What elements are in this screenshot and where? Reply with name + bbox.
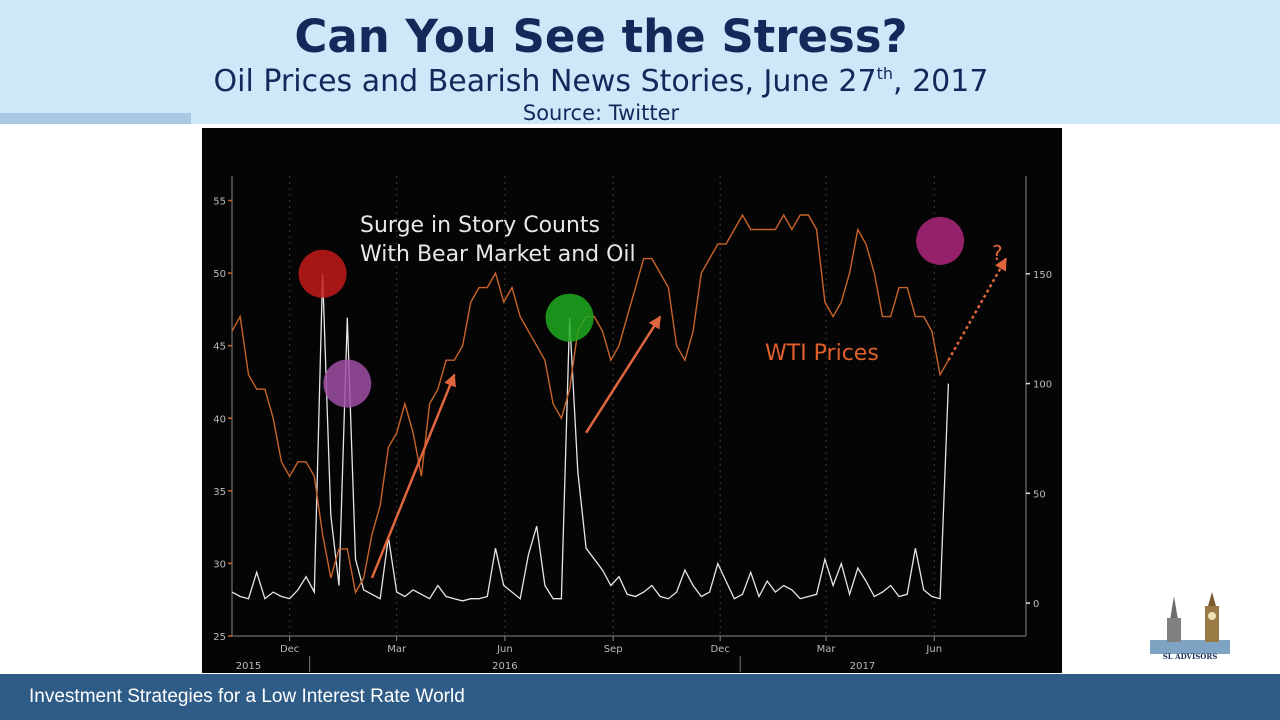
logo-water bbox=[1150, 640, 1230, 654]
axes: Dec Mar Jun Sep Dec Mar Jun 2015 2016 2017 25 30 35 4… bbox=[213, 176, 1052, 672]
trend-arrow bbox=[585, 315, 662, 434]
grid-lines bbox=[289, 176, 935, 636]
right-tick-label: 150 bbox=[1033, 270, 1052, 281]
x-tick-label: Jun bbox=[496, 644, 513, 655]
x-year-label: 2015 bbox=[236, 661, 261, 672]
page-title: Can You See the Stress? bbox=[294, 10, 908, 63]
purple-highlight-circle bbox=[323, 359, 372, 408]
left-tick-label: 55 bbox=[213, 197, 226, 208]
left-tick-label: 40 bbox=[213, 414, 226, 425]
x-tick-label: Jun bbox=[925, 644, 942, 655]
x-year-label: 2016 bbox=[492, 661, 517, 672]
x-year-label: 2017 bbox=[850, 661, 875, 672]
red-highlight-circle bbox=[298, 249, 347, 298]
right-tick-label: 100 bbox=[1033, 380, 1052, 391]
footer-bar: Investment Strategies for a Low Interest… bbox=[0, 674, 1280, 720]
left-tick-label: 50 bbox=[213, 269, 226, 280]
logo-tower-left bbox=[1167, 618, 1181, 642]
x-tick-label: Sep bbox=[604, 644, 623, 655]
subtitle-end: , 2017 bbox=[893, 64, 989, 99]
trend-arrow bbox=[370, 373, 456, 579]
dotted-trend-arrow bbox=[947, 257, 1008, 361]
annotation-wti-label: WTI Prices bbox=[765, 341, 879, 366]
header-band bbox=[0, 0, 1280, 124]
subtitle-superscript: th bbox=[876, 64, 894, 83]
left-tick-label: 30 bbox=[213, 559, 226, 570]
logo-text: SL ADVISORS bbox=[1162, 652, 1218, 661]
annotation-question-mark: ? bbox=[992, 241, 1003, 265]
right-tick-label: 0 bbox=[1033, 599, 1039, 610]
source-label: Source: Twitter bbox=[522, 101, 680, 125]
header-accent-bar bbox=[0, 113, 191, 124]
chart-svg: Dec Mar Jun Sep Dec Mar Jun 2015 2016 2017 25 30 35 4… bbox=[213, 176, 1052, 672]
logo-clock-face bbox=[1208, 612, 1216, 620]
footer-tagline: Investment Strategies for a Low Interest… bbox=[29, 686, 465, 707]
left-tick-label: 25 bbox=[213, 632, 226, 643]
logo-tower-left-spire bbox=[1170, 596, 1178, 620]
subtitle-main: Oil Prices and Bearish News Stories, Jun… bbox=[213, 64, 877, 99]
trend-arrows bbox=[370, 257, 1008, 579]
green-highlight-circle bbox=[545, 293, 594, 342]
highlight-circles bbox=[298, 216, 965, 408]
page-subtitle: Oil Prices and Bearish News Stories, Jun… bbox=[0, 64, 1202, 99]
annotation-surge-line1: Surge in Story Counts bbox=[360, 213, 600, 238]
annotation-surge-line2: With Bear Market and Oil bbox=[360, 242, 636, 267]
chart-container: Dec Mar Jun Sep Dec Mar Jun 2015 2016 2017 25 30 35 4… bbox=[202, 128, 1062, 673]
logo-tower-right bbox=[1205, 606, 1219, 642]
x-tick-label: Mar bbox=[387, 644, 407, 655]
right-tick-label: 50 bbox=[1033, 489, 1046, 500]
left-tick-label: 45 bbox=[213, 342, 226, 353]
story-counts-line bbox=[231, 273, 950, 602]
left-tick-label: 35 bbox=[213, 487, 226, 498]
x-tick-label: Dec bbox=[710, 644, 729, 655]
x-tick-label: Mar bbox=[817, 644, 837, 655]
logo-tower-right-spire bbox=[1208, 592, 1216, 606]
sl-advisors-logo bbox=[1150, 592, 1230, 654]
magenta-highlight-circle bbox=[916, 216, 965, 265]
x-tick-label: Dec bbox=[280, 644, 299, 655]
